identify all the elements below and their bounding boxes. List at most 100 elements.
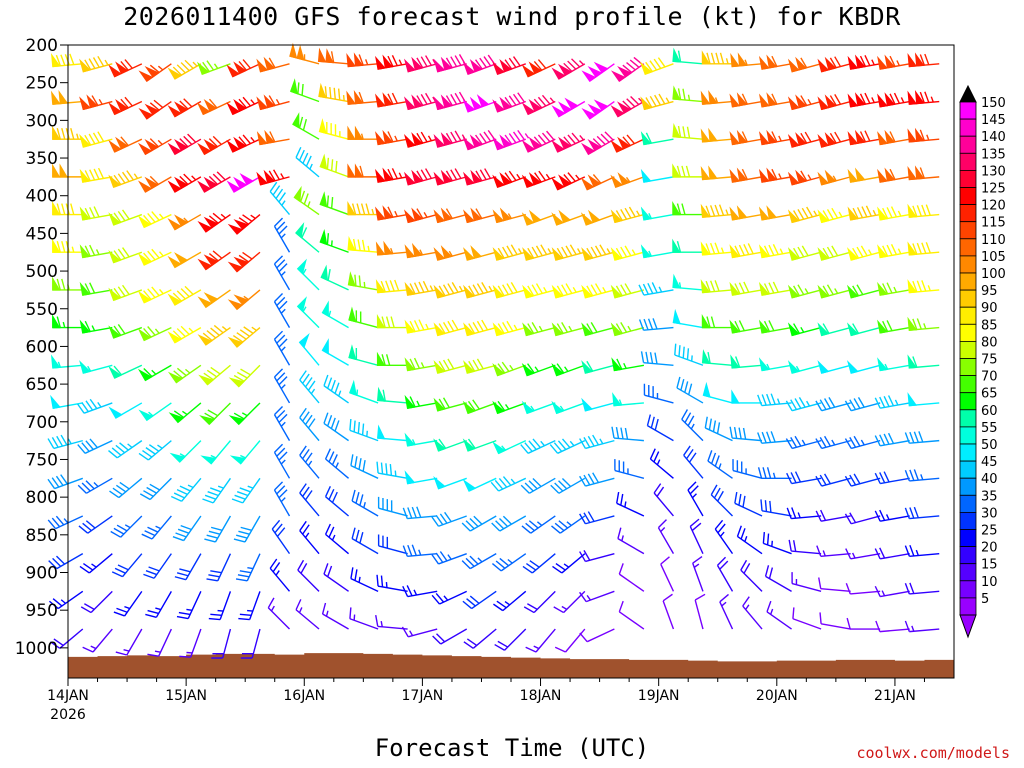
wind-barb [521,209,556,226]
wind-barb [492,282,526,299]
wind-barb [492,207,526,224]
wind-barb [108,96,143,116]
wind-barb [694,593,706,630]
wind-barb [844,435,881,450]
y-tick-label: 700 [26,413,58,433]
wind-barb [462,129,497,151]
wind-barb [375,279,408,294]
wind-barb [640,93,674,111]
wind-barb [349,379,379,404]
wind-barb [491,553,527,572]
wind-barb [760,499,792,517]
colorbar-swatch [959,306,977,325]
wind-barb [907,165,940,181]
wind-barb [787,360,822,374]
colorbar-swatch [959,238,977,257]
wind-barb [819,612,851,630]
wind-barb [525,628,556,653]
wind-barb [581,397,615,412]
wind-barb [845,548,881,560]
wind-barb [551,515,586,534]
wind-barb [551,132,586,153]
wind-barb [521,130,556,153]
wind-barb [296,258,320,291]
wind-barb [196,98,231,116]
wind-barb [52,314,83,329]
wind-barb [463,358,497,374]
wind-barb [817,322,851,337]
wind-barb [299,370,320,404]
wind-barb [269,181,291,216]
wind-barb [579,511,615,525]
wind-barb [729,319,763,334]
wind-barb [847,129,881,146]
wind-barb [108,364,143,379]
colorbar-label: 125 [981,182,1006,197]
wind-barb [550,477,586,494]
wind-barb [847,322,881,337]
wind-barb [580,209,615,226]
wind-barb [610,95,645,118]
wind-barb [610,172,645,189]
colorbar-label: 90 [981,301,998,316]
wind-barb [79,55,113,73]
wind-barb [256,94,290,111]
wind-barb [108,324,143,339]
wind-barb [757,467,792,480]
wind-barb [639,57,674,75]
wind-barb [549,438,586,454]
wind-barb [729,205,763,221]
wind-barb [108,170,143,189]
colorbar-label: 115 [981,216,1006,231]
wind-barb [907,127,940,143]
wind-barb [638,282,674,296]
wind-barb [324,486,350,517]
wind-barb [176,591,202,620]
colorbar-label: 80 [981,335,998,350]
wind-barb [51,53,83,68]
wind-barb [877,54,910,70]
colorbar-label: 35 [981,489,998,504]
wind-barb [672,308,704,329]
wind-barb [817,360,851,374]
wind-barb [296,296,320,329]
wind-barb [700,127,733,143]
wind-barb [462,477,497,492]
wind-barb [351,489,379,517]
wind-barb [787,56,822,73]
wind-barb [877,206,910,221]
wind-barb [729,281,763,296]
wind-barb [681,409,704,442]
colorbar-label: 135 [981,147,1006,162]
colorbar-swatch [959,135,977,154]
wind-barb [730,52,763,68]
x-tick-label: 19JAN [638,688,680,704]
wind-barb [273,368,291,404]
colorbar-label: 10 [981,575,998,590]
wind-barb [433,168,467,186]
wind-barb [742,596,763,630]
wind-barb [172,515,202,542]
wind-barb [707,450,733,479]
colorbar-swatch [959,204,977,223]
x-tick-label: 15JAN [165,688,207,704]
wind-barb [293,185,320,216]
colorbar-label: 130 [981,164,1006,179]
wind-barbs-layer [47,42,940,659]
wind-barb [211,628,232,659]
wind-barb [238,591,261,621]
wind-barb [47,434,83,450]
wind-barb [227,214,261,235]
wind-barb [580,174,615,191]
wind-barb [138,402,172,422]
colorbar-label: 100 [981,267,1006,282]
wind-barb [904,469,940,482]
wind-barb [227,289,261,311]
wind-barb [551,58,586,80]
wind-barb [167,98,202,118]
colorbar-label: 95 [981,284,998,299]
wind-barb [76,398,113,414]
colorbar-swatch [959,152,977,171]
wind-barb [431,590,467,605]
wind-barb [640,206,674,221]
